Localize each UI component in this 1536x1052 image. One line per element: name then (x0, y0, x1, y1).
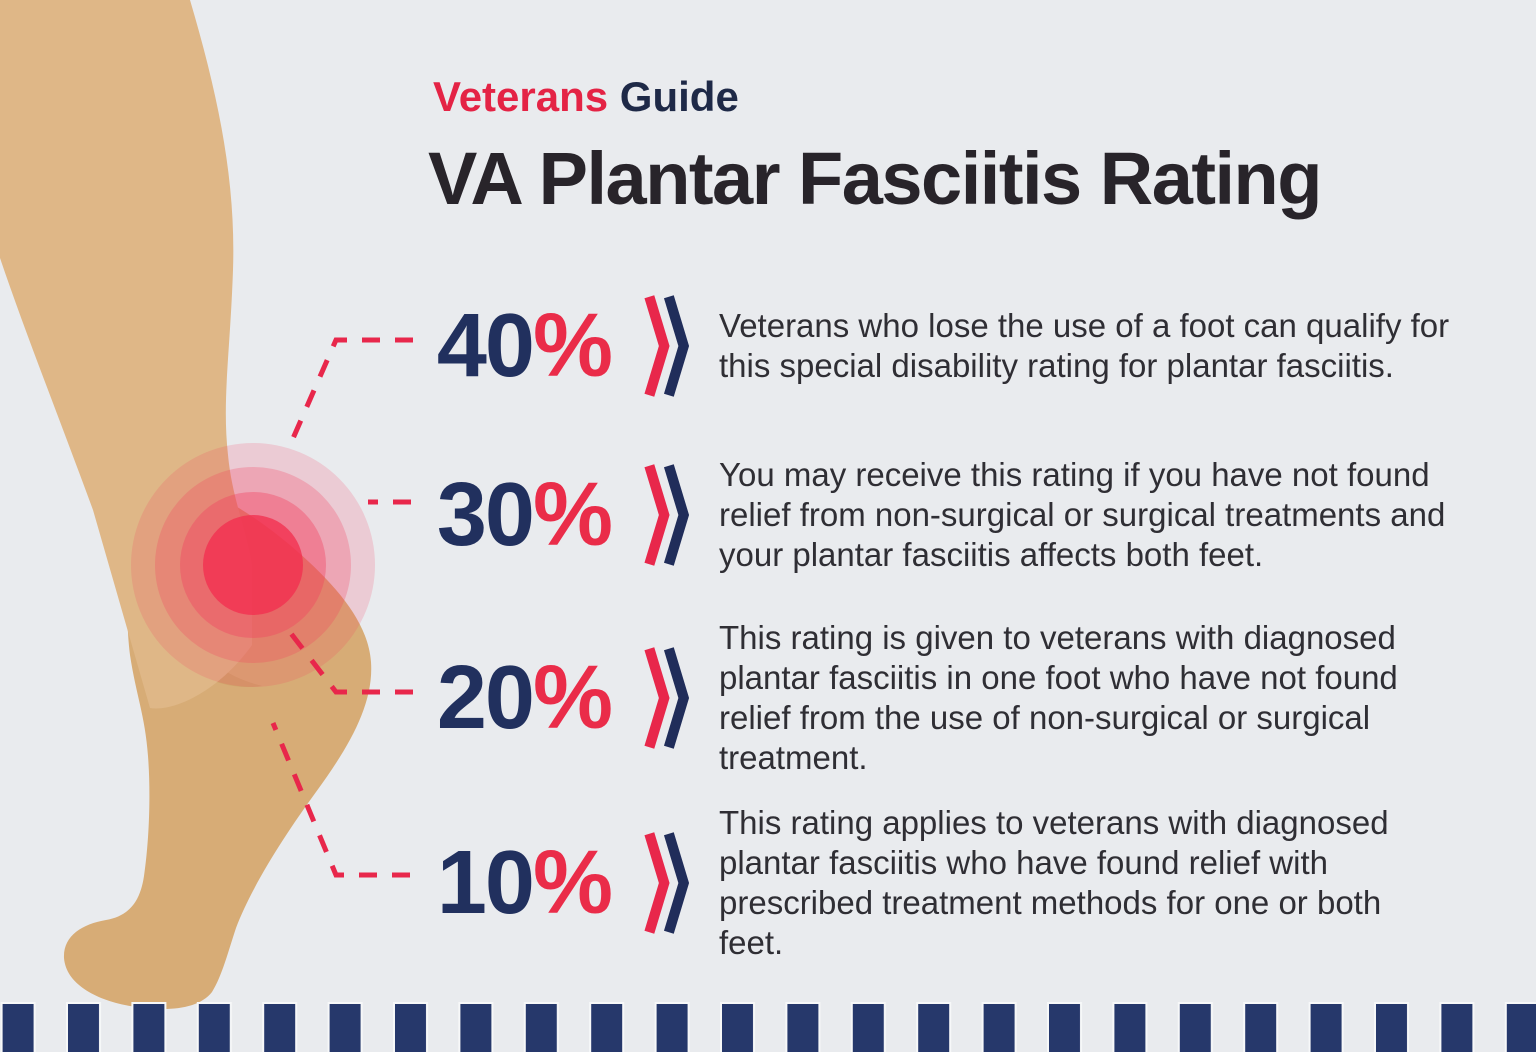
rating-description-10: This rating applies to veterans with dia… (719, 804, 1389, 961)
dashed-connector-10 (270, 722, 410, 878)
rating-number: 30 (436, 465, 535, 565)
rating-description-40: Veterans who lose the use of a foot can … (719, 307, 1450, 384)
rating-value-20: 20% (430, 653, 613, 743)
pain-glow (131, 443, 375, 687)
double-chevron-icon (644, 464, 690, 566)
percent-sign: % (532, 465, 613, 565)
rating-row-10: 10% This rating applies to veterans with… (430, 801, 1454, 965)
brand-word-guide: Guide (619, 73, 739, 120)
leg-shape (0, 0, 252, 709)
bottom-stripe-border (0, 1002, 1536, 1052)
double-chevron-icon (644, 295, 690, 397)
rating-row-30: 30% You may receive this rating if you h… (430, 433, 1454, 597)
rating-number: 40 (436, 296, 535, 396)
brand: Veterans Guide (433, 72, 739, 122)
brand-word-veterans: Veterans (433, 73, 609, 120)
rating-value-30: 30% (430, 470, 613, 560)
rating-value-40: 40% (430, 301, 613, 391)
percent-sign: % (532, 296, 613, 396)
rating-value-10: 10% (430, 838, 613, 928)
rating-row-40: 40% Veterans who lose the use of a foot … (430, 284, 1454, 408)
rating-description-20: This rating is given to veterans with di… (719, 619, 1398, 776)
percent-sign: % (532, 833, 613, 933)
rating-number: 10 (436, 833, 535, 933)
percent-sign: % (532, 648, 613, 748)
rating-row-20: 20% This rating is given to veterans wit… (430, 616, 1454, 780)
dashed-connector-20 (284, 625, 413, 695)
rating-number: 20 (436, 648, 535, 748)
page-title: VA Plantar Fasciitis Rating (428, 137, 1322, 220)
rating-description-30: You may receive this rating if you have … (719, 456, 1446, 573)
dashed-connector-40 (288, 337, 413, 445)
double-chevron-icon (644, 832, 690, 934)
double-chevron-icon (644, 647, 690, 749)
